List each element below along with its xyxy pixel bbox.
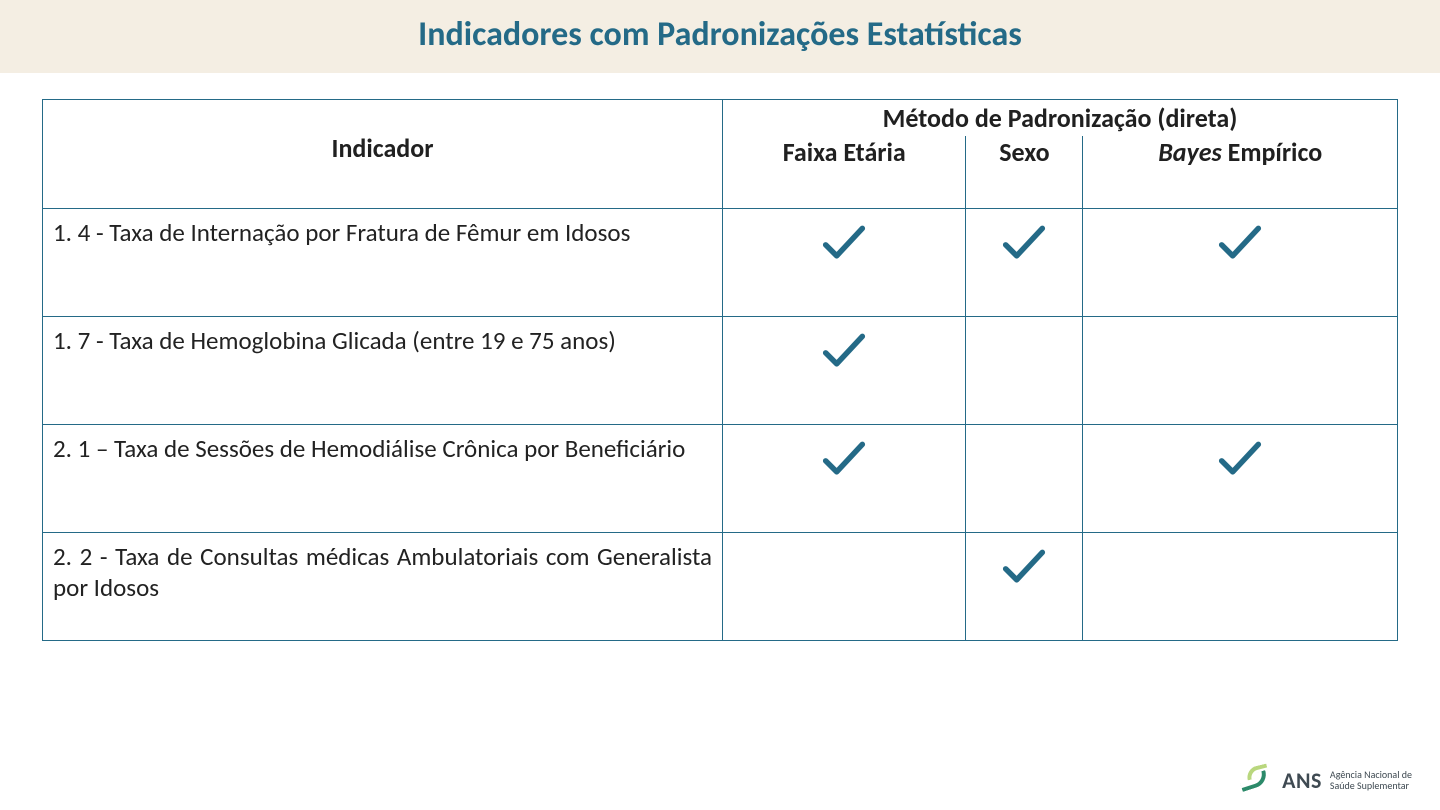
check-icon (1218, 221, 1262, 265)
table-row: 1. 7 - Taxa de Hemoglobina Glicada (entr… (43, 317, 1398, 425)
col-header-faixa: Faixa Etária (723, 136, 966, 209)
ans-logo-text: ANS (1282, 767, 1322, 794)
check-icon (1002, 545, 1046, 589)
check-icon (1218, 437, 1262, 481)
col-header-indicador: Indicador (43, 100, 723, 209)
col-header-sexo: Sexo (966, 136, 1083, 209)
page-title: Indicadores com Padronizações Estatístic… (0, 14, 1440, 55)
indicators-table: Indicador Método de Padronização (direta… (42, 99, 1398, 641)
table-row: 1. 4 - Taxa de Internação por Fratura de… (43, 209, 1398, 317)
table-row: 2. 2 - Taxa de Consultas médicas Ambulat… (43, 533, 1398, 641)
ans-logo-icon (1240, 766, 1274, 794)
cell-sexo (966, 317, 1083, 425)
indicators-table-wrap: Indicador Método de Padronização (direta… (42, 99, 1398, 641)
ans-logo-main: ANS (1282, 767, 1322, 794)
cell-faixa (723, 533, 966, 641)
check-icon (822, 221, 866, 265)
col-header-bayes: Bayes Empírico (1083, 136, 1398, 209)
cell-faixa (723, 425, 966, 533)
indicator-label: 1. 7 - Taxa de Hemoglobina Glicada (entr… (43, 317, 723, 425)
bayes-rest: Empírico (1222, 136, 1322, 168)
col-header-metodo: Método de Padronização (direta) (723, 100, 1398, 137)
cell-faixa (723, 317, 966, 425)
cell-sexo (966, 209, 1083, 317)
check-icon (822, 329, 866, 373)
cell-sexo (966, 533, 1083, 641)
ans-logo: ANS Agência Nacional de Saúde Suplementa… (1240, 766, 1412, 794)
cell-sexo (966, 425, 1083, 533)
title-band: Indicadores com Padronizações Estatístic… (0, 0, 1440, 73)
table-row: 2. 1 – Taxa de Sessões de Hemodiálise Cr… (43, 425, 1398, 533)
cell-bayes (1083, 533, 1398, 641)
check-icon (1002, 221, 1046, 265)
cell-bayes (1083, 209, 1398, 317)
check-icon (822, 437, 866, 481)
cell-bayes (1083, 317, 1398, 425)
indicator-label: 1. 4 - Taxa de Internação por Fratura de… (43, 209, 723, 317)
cell-bayes (1083, 425, 1398, 533)
cell-faixa (723, 209, 966, 317)
ans-logo-sub: Agência Nacional de Saúde Suplementar (1330, 769, 1412, 791)
ans-logo-sub2: Saúde Suplementar (1330, 780, 1412, 791)
indicator-label: 2. 2 - Taxa de Consultas médicas Ambulat… (43, 533, 723, 641)
bayes-italic: Bayes (1158, 136, 1222, 168)
indicator-label: 2. 1 – Taxa de Sessões de Hemodiálise Cr… (43, 425, 723, 533)
